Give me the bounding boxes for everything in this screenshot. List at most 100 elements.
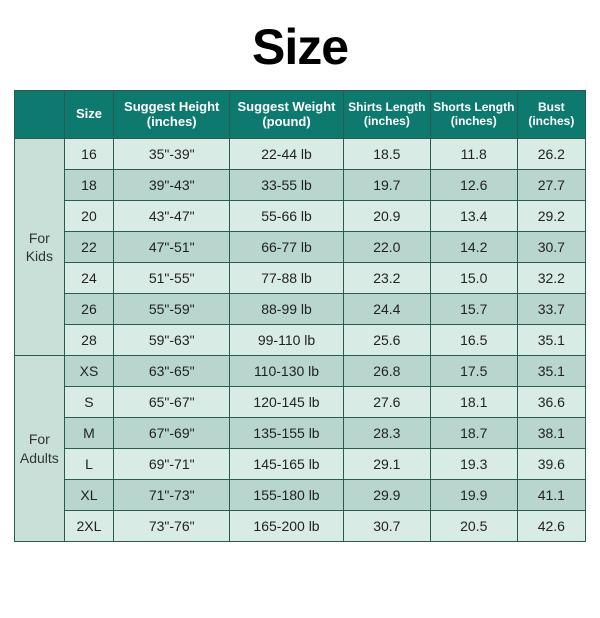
table-cell: 30.7 [517, 232, 585, 263]
size-chart-table: SizeSuggest Height(inches)Suggest Weight… [14, 90, 586, 542]
group-label-line: For [17, 430, 62, 448]
table-cell: L [64, 449, 114, 480]
column-header-main: Suggest Height [124, 99, 219, 114]
table-row: 1839"-43"33-55 lb19.712.627.7 [15, 170, 586, 201]
group-label-line: Kids [17, 247, 62, 265]
column-header-main: Shirts Length [348, 100, 425, 114]
table-row: M67"-69"135-155 lb28.318.738.1 [15, 418, 586, 449]
table-cell: 39"-43" [114, 170, 230, 201]
table-row: 2247"-51"66-77 lb22.014.230.7 [15, 232, 586, 263]
group-label-line: For [17, 229, 62, 247]
table-cell: 65"-67" [114, 387, 230, 418]
column-header-sub: (pound) [232, 115, 341, 130]
table-cell: 29.1 [343, 449, 430, 480]
table-cell: 35.1 [517, 325, 585, 356]
column-header: Size [64, 91, 114, 139]
column-header: Shorts Length(inches) [430, 91, 517, 139]
table-cell: 20 [64, 201, 114, 232]
table-cell: 19.7 [343, 170, 430, 201]
table-row: 2XL73"-76"165-200 lb30.720.542.6 [15, 511, 586, 542]
table-cell: 42.6 [517, 511, 585, 542]
table-cell: 29.9 [343, 480, 430, 511]
table-cell: 16.5 [430, 325, 517, 356]
column-header-main: Bust [538, 100, 565, 114]
table-cell: 22.0 [343, 232, 430, 263]
table-cell: 43"-47" [114, 201, 230, 232]
table-cell: 29.2 [517, 201, 585, 232]
table-cell: 69"-71" [114, 449, 230, 480]
table-cell: 73"-76" [114, 511, 230, 542]
table-cell: 41.1 [517, 480, 585, 511]
table-cell: 12.6 [430, 170, 517, 201]
table-cell: 27.7 [517, 170, 585, 201]
header-corner [15, 91, 65, 139]
table-cell: 19.9 [430, 480, 517, 511]
table-cell: 33.7 [517, 294, 585, 325]
group-label: ForAdults [15, 356, 65, 542]
table-cell: 2XL [64, 511, 114, 542]
table-row: XL71"-73"155-180 lb29.919.941.1 [15, 480, 586, 511]
column-header: Suggest Weight(pound) [230, 91, 344, 139]
table-cell: 11.8 [430, 139, 517, 170]
table-cell: 88-99 lb [230, 294, 344, 325]
table-cell: 18 [64, 170, 114, 201]
table-cell: 66-77 lb [230, 232, 344, 263]
table-cell: 27.6 [343, 387, 430, 418]
table-cell: 18.7 [430, 418, 517, 449]
table-head: SizeSuggest Height(inches)Suggest Weight… [15, 91, 586, 139]
table-cell: 14.2 [430, 232, 517, 263]
page-title: Size [0, 18, 600, 76]
table-row: 2655"-59"88-99 lb24.415.733.7 [15, 294, 586, 325]
table-row: S65"-67"120-145 lb27.618.136.6 [15, 387, 586, 418]
table-cell: 22 [64, 232, 114, 263]
column-header-main: Shorts Length [433, 100, 514, 114]
table-row: ForAdultsXS63"-65"110-130 lb26.817.535.1 [15, 356, 586, 387]
group-label-line: Adults [17, 449, 62, 467]
column-header: Bust(inches) [517, 91, 585, 139]
table-cell: 24.4 [343, 294, 430, 325]
group-label: ForKids [15, 139, 65, 356]
table-cell: 77-88 lb [230, 263, 344, 294]
table-cell: 15.7 [430, 294, 517, 325]
table-cell: XL [64, 480, 114, 511]
table-cell: 59"-63" [114, 325, 230, 356]
table-cell: 28.3 [343, 418, 430, 449]
table-cell: 135-155 lb [230, 418, 344, 449]
table-cell: 110-130 lb [230, 356, 344, 387]
table-cell: 51"-55" [114, 263, 230, 294]
column-header: Shirts Length(inches) [343, 91, 430, 139]
table-cell: 20.5 [430, 511, 517, 542]
table-cell: 26 [64, 294, 114, 325]
table-cell: 16 [64, 139, 114, 170]
table-cell: 71"-73" [114, 480, 230, 511]
table-cell: 20.9 [343, 201, 430, 232]
table-cell: S [64, 387, 114, 418]
column-header-sub: (inches) [116, 115, 227, 130]
table-cell: 38.1 [517, 418, 585, 449]
table-cell: 39.6 [517, 449, 585, 480]
column-header: Suggest Height(inches) [114, 91, 230, 139]
table-cell: 55-66 lb [230, 201, 344, 232]
table-cell: 26.8 [343, 356, 430, 387]
table-cell: 22-44 lb [230, 139, 344, 170]
column-header-sub: (inches) [346, 115, 428, 129]
table-cell: 35"-39" [114, 139, 230, 170]
column-header-main: Suggest Weight [238, 99, 336, 114]
table-cell: 19.3 [430, 449, 517, 480]
column-header-sub: (inches) [520, 115, 583, 129]
table-cell: XS [64, 356, 114, 387]
table-cell: 36.6 [517, 387, 585, 418]
table-cell: 26.2 [517, 139, 585, 170]
table-row: ForKids1635"-39"22-44 lb18.511.826.2 [15, 139, 586, 170]
table-cell: 24 [64, 263, 114, 294]
table-cell: 23.2 [343, 263, 430, 294]
table-cell: 32.2 [517, 263, 585, 294]
table-cell: 145-165 lb [230, 449, 344, 480]
table-cell: 155-180 lb [230, 480, 344, 511]
table-cell: 33-55 lb [230, 170, 344, 201]
table-cell: 99-110 lb [230, 325, 344, 356]
table-cell: 28 [64, 325, 114, 356]
table-cell: 30.7 [343, 511, 430, 542]
table-cell: 165-200 lb [230, 511, 344, 542]
table-cell: 15.0 [430, 263, 517, 294]
